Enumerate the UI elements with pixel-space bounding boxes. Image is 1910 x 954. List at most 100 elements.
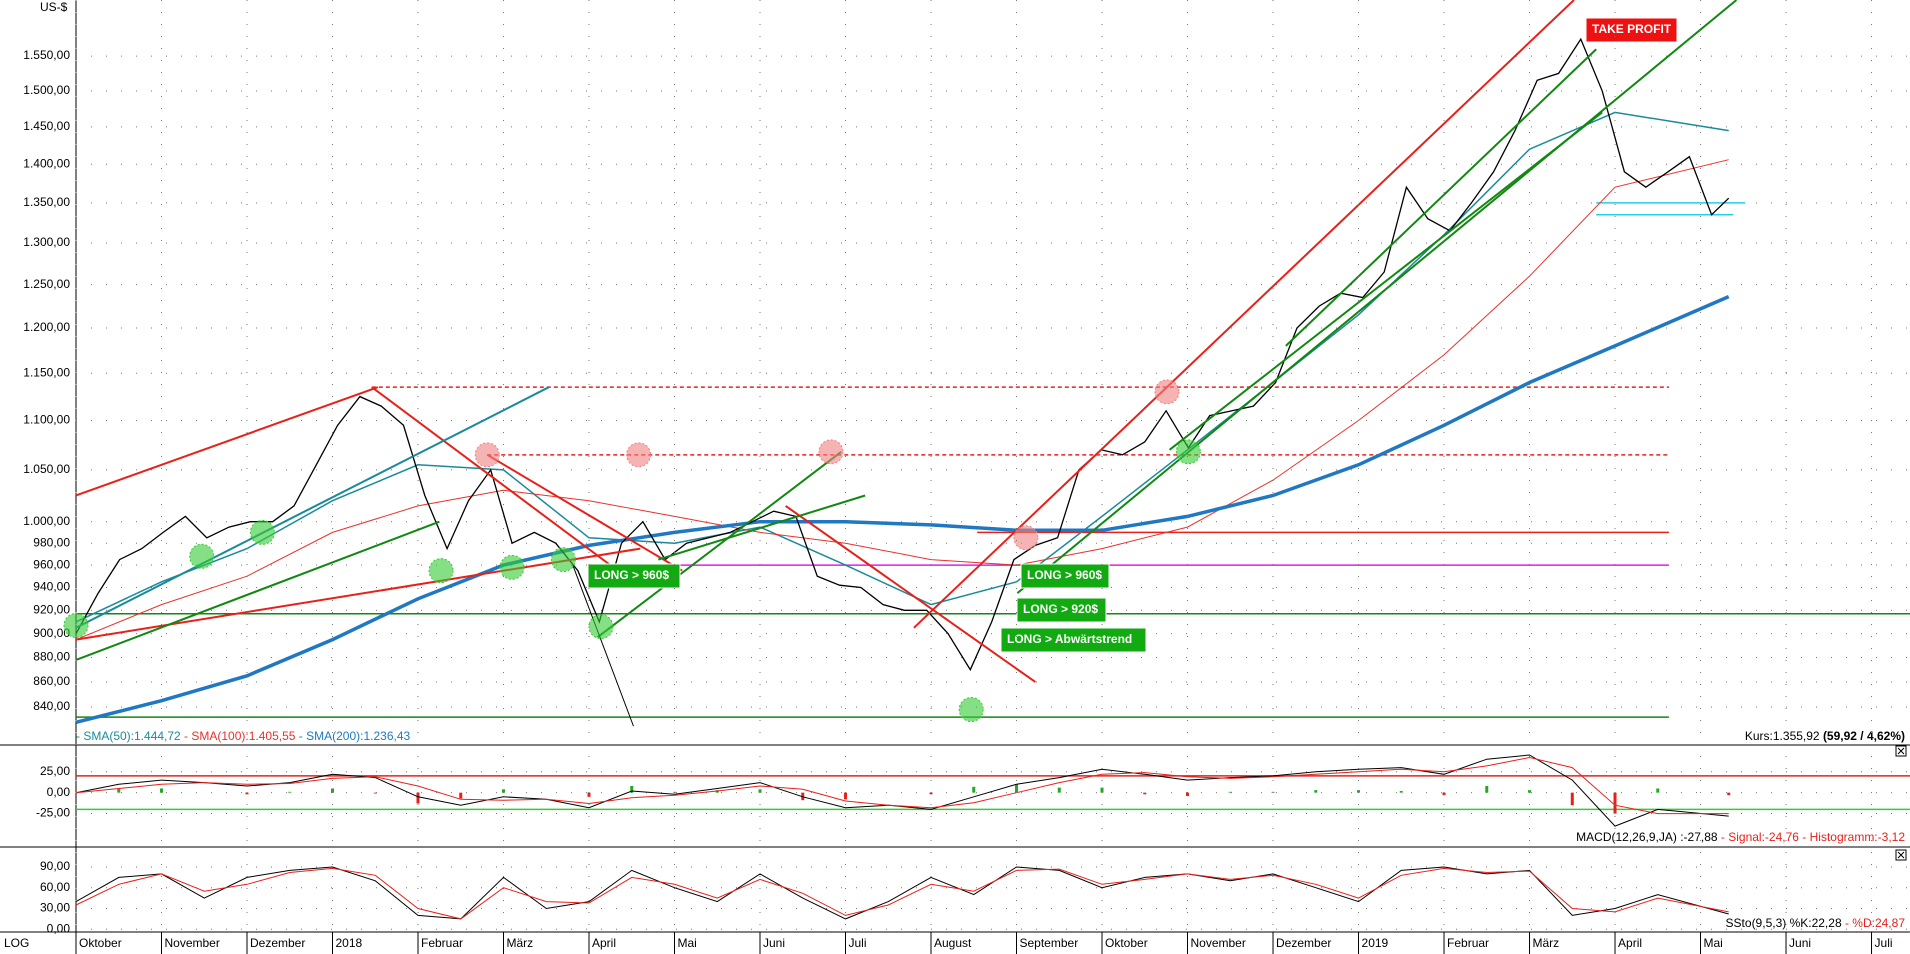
- histogram-bar: [630, 785, 634, 793]
- y-tick-label: 1.150,00: [23, 365, 70, 379]
- histogram-bar: [1015, 784, 1019, 793]
- signal-marker: [1013, 525, 1039, 551]
- trendline: [596, 451, 842, 639]
- trendline: [75, 386, 550, 629]
- histogram-bar: [972, 786, 976, 793]
- x-tick-label: September: [1020, 936, 1079, 950]
- histogram-bar: [245, 792, 249, 795]
- y-tick-label: 900,00: [33, 626, 70, 640]
- x-tick-label: Dezember: [1276, 936, 1331, 950]
- histogram-bar: [587, 792, 591, 797]
- signal-marker: [588, 614, 614, 640]
- trendline: [75, 520, 440, 661]
- annotation-text: LONG > Abwärtstrend: [1007, 632, 1132, 646]
- annotation-box: [1000, 627, 1147, 653]
- histogram-bar: [1485, 785, 1489, 793]
- y-tick-label: 960,00: [33, 557, 70, 571]
- annotation-text: LONG > 960$: [1027, 568, 1102, 582]
- histogram-bar: [288, 791, 292, 793]
- y-tick-label: 25,00: [40, 764, 70, 778]
- y-tick-label: 1.500,00: [23, 83, 70, 97]
- signal-marker: [474, 442, 500, 468]
- legend-entry: - SMA(200):1.236,43: [295, 729, 410, 743]
- y-tick-label: 840,00: [33, 699, 70, 713]
- histogram-bar: [758, 789, 762, 793]
- x-tick-label: 2018: [336, 936, 363, 950]
- x-tick-label: Februar: [421, 936, 463, 950]
- histogram-bar: [1656, 788, 1660, 793]
- legend-entry: - SMA(100):1.405,55: [181, 729, 296, 743]
- legend: SSto(9,5,3) %K:22,28 - %D:24,87: [1726, 916, 1906, 930]
- x-tick-label: Mai: [1704, 936, 1723, 950]
- x-tick-label: Juni: [1789, 936, 1811, 950]
- legend-entry: SSto(9,5,3) %K:22,28: [1726, 916, 1842, 930]
- trendline: [572, 564, 634, 727]
- x-tick-label: April: [592, 936, 616, 950]
- scale-label: LOG: [4, 936, 29, 950]
- signal-marker: [1154, 379, 1180, 405]
- histogram-bar: [331, 788, 335, 793]
- histogram-bar: [1613, 792, 1617, 814]
- series-line: [75, 756, 1729, 815]
- x-tick-label: Mai: [678, 936, 697, 950]
- x-tick-label: 2019: [1362, 936, 1389, 950]
- x-tick-label: Juli: [1875, 936, 1893, 950]
- histogram-bar: [1314, 790, 1318, 793]
- histogram-bar: [160, 788, 164, 793]
- series-line: [75, 294, 1730, 724]
- series-line: [75, 867, 1729, 920]
- signal-marker: [550, 547, 576, 573]
- y-tick-label: 1.350,00: [23, 195, 70, 209]
- x-tick-label: November: [1191, 936, 1246, 950]
- y-tick-label: 1.200,00: [23, 320, 70, 334]
- x-tick-label: November: [165, 936, 220, 950]
- y-tick-label: 860,00: [33, 674, 70, 688]
- y-tick-label: -25,00: [36, 806, 70, 820]
- y-tick-label: 1.550,00: [23, 48, 70, 62]
- legend-entry: - Histogramm:-3,12: [1799, 830, 1905, 844]
- annotation-text: TAKE PROFIT: [1592, 22, 1672, 36]
- y-tick-label: 920,00: [33, 602, 70, 616]
- histogram-bar: [373, 792, 377, 794]
- signal-marker: [428, 558, 454, 584]
- y-tick-label: 1.100,00: [23, 413, 70, 427]
- quote-text: Kurs:1.355,92: [1745, 729, 1823, 743]
- legend-entry: MACD(12,26,9,JA) :-27,88: [1576, 830, 1718, 844]
- histogram-bar: [459, 792, 463, 799]
- signal-marker: [818, 439, 844, 465]
- trendline: [371, 386, 641, 589]
- quote: Kurs:1.355,92 (59,92 / 4,62%): [1745, 729, 1905, 743]
- histogram-bar: [1057, 787, 1061, 793]
- close-icon: [1897, 851, 1905, 859]
- trendline: [486, 453, 683, 572]
- legend: - SMA(50):1.444,72 - SMA(100):1.405,55 -…: [76, 729, 411, 743]
- histogram-bar: [117, 788, 121, 793]
- signal-marker: [958, 697, 984, 723]
- histogram-bar: [502, 789, 506, 793]
- y-tick-label: 30,00: [40, 901, 70, 915]
- signal-marker: [499, 554, 525, 580]
- y-tick-label: 0,00: [47, 921, 71, 935]
- annotation-box: [587, 563, 681, 589]
- x-tick-label: Juli: [849, 936, 867, 950]
- annotation-text: LONG > 960$: [594, 568, 669, 582]
- quote-change: (59,92 / 4,62%): [1823, 729, 1905, 743]
- y-tick-label: 1.400,00: [23, 156, 70, 170]
- trendline: [913, 0, 1575, 629]
- histogram-bar: [844, 792, 848, 800]
- legend: MACD(12,26,9,JA) :-27,88 - Signal:-24,76…: [1576, 830, 1905, 844]
- close-icon: [1897, 747, 1905, 755]
- x-tick-label: Oktober: [1105, 936, 1148, 950]
- series-line: [75, 159, 1729, 641]
- histogram-bar: [416, 792, 420, 804]
- annotation-text: LONG > 920$: [1023, 602, 1098, 616]
- histogram-bar: [1357, 790, 1361, 793]
- y-tick-label: 60,00: [40, 880, 70, 894]
- y-tick-label: 1.000,00: [23, 514, 70, 528]
- price-line: [75, 37, 1730, 672]
- histogram-bar: [929, 792, 933, 795]
- y-tick-label: 1.450,00: [23, 119, 70, 133]
